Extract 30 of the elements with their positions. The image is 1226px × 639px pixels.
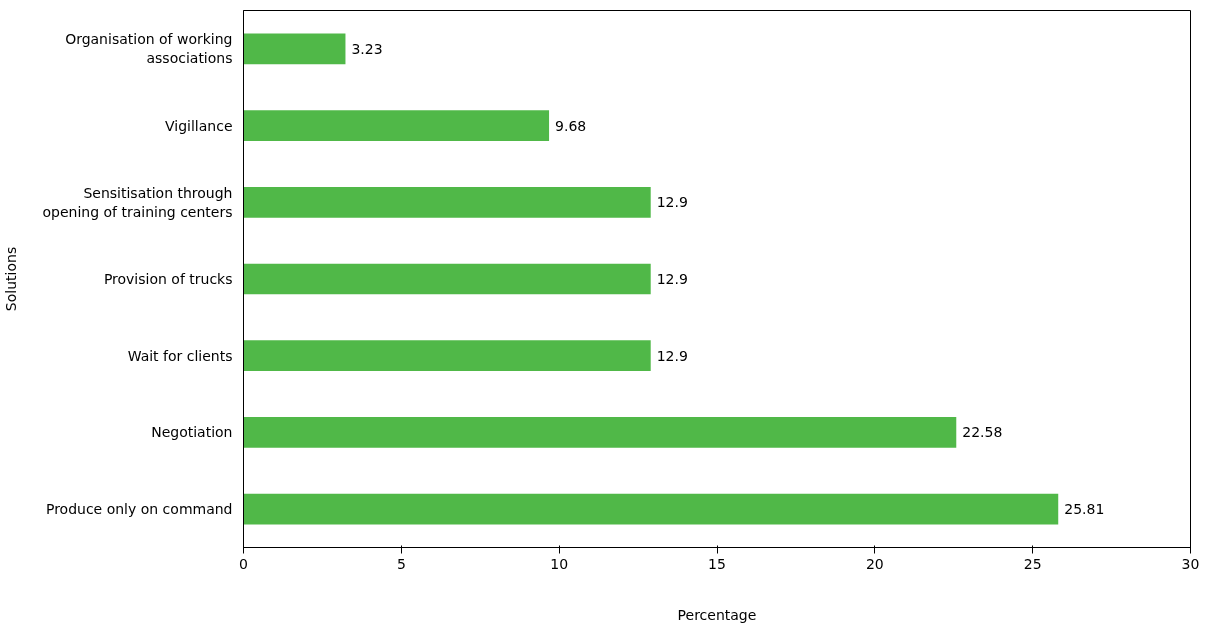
x-tick-label: 5: [396, 555, 406, 572]
x-tick-label: 25: [1023, 555, 1042, 572]
bar: [243, 186, 651, 218]
y-tick-label: Organisation of working associations: [65, 31, 233, 67]
y-tick-label: Negotiation: [151, 424, 233, 441]
y-tick-label: Wait for clients: [127, 347, 233, 364]
data-label: 25.81: [1064, 501, 1105, 518]
data-label: 22.58: [962, 424, 1003, 441]
bar: [243, 33, 346, 65]
bar: [243, 493, 1059, 525]
y-tick-label: Provision of trucks: [103, 271, 233, 287]
y-tick-label: Sensitisation through opening of training centers: [42, 184, 233, 220]
data-label: 12.9: [656, 271, 688, 287]
bar: [243, 263, 651, 295]
bar: [243, 340, 651, 372]
data-label: 9.68: [555, 117, 587, 134]
y-tick-label: Vigillance: [165, 117, 233, 134]
x-tick-label: 20: [865, 555, 884, 572]
x-tick-label: 15: [708, 555, 726, 572]
data-label: 12.9: [656, 194, 688, 211]
y-tick-label: Produce only on command: [45, 501, 233, 518]
bar: [243, 110, 550, 141]
x-tick-label: 30: [1181, 555, 1200, 572]
y-axis-title: Solutions: [3, 246, 20, 312]
x-tick-label: 10: [550, 555, 569, 572]
x-tick-label: 0: [239, 555, 248, 572]
x-axis-title: Percentage: [677, 606, 757, 623]
bar: [243, 417, 957, 448]
data-label: 12.9: [656, 347, 688, 364]
data-label: 3.23: [351, 40, 383, 57]
